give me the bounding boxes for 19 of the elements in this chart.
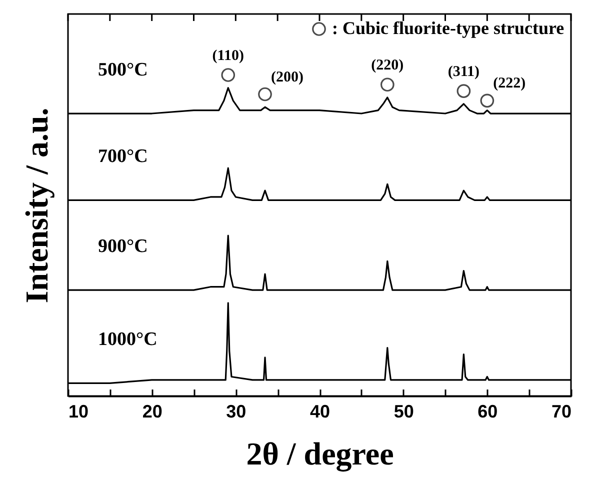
- y-axis-title: Intensity / a.u.: [18, 108, 54, 304]
- annotation: (222): [493, 76, 526, 92]
- text: (110): [212, 48, 244, 64]
- x-tick-label: 10: [68, 402, 89, 422]
- x-tick-label: 20: [142, 402, 162, 422]
- legend-label: : Cubic fluorite-type structure: [332, 18, 564, 38]
- x-tick-label: 40: [310, 402, 330, 422]
- annotation: (311): [448, 64, 480, 80]
- x-tick-label: 60: [478, 402, 498, 422]
- series-label: 700°C: [98, 146, 148, 168]
- series-label: 900°C: [98, 236, 148, 258]
- series-label: 500°C: [98, 60, 148, 81]
- x-tick-label: 50: [394, 402, 414, 422]
- x-tick-label: 70: [551, 402, 572, 422]
- x-tick-label: 30: [226, 402, 246, 422]
- series-label: 1000°C: [98, 329, 158, 350]
- x-axis-title: 2θ / degree: [246, 436, 394, 472]
- annotation: (200): [271, 69, 304, 86]
- text: (220): [371, 58, 404, 74]
